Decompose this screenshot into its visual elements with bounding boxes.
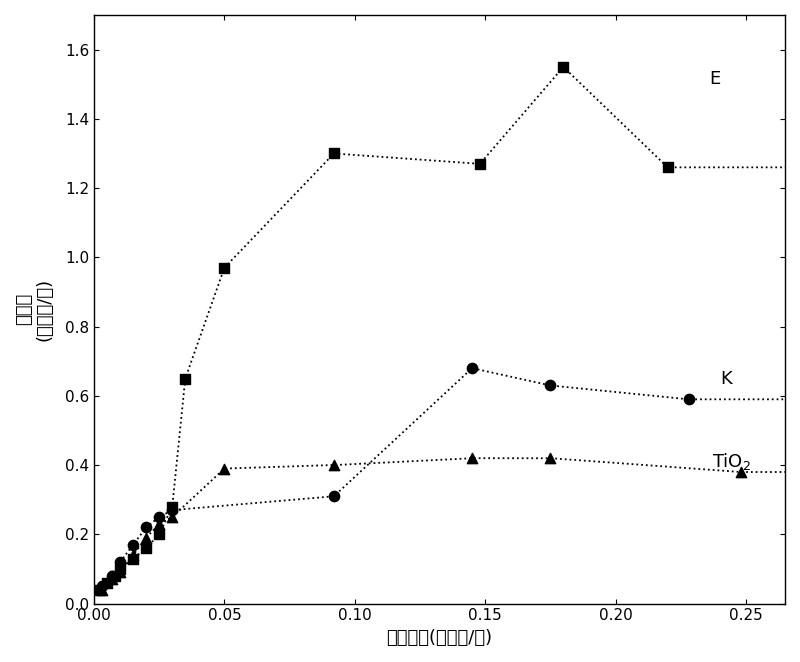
- Point: [218, 262, 230, 273]
- Text: TiO$_2$: TiO$_2$: [712, 451, 751, 472]
- Point: [153, 518, 166, 529]
- Point: [126, 540, 139, 550]
- Point: [218, 463, 230, 474]
- Point: [474, 159, 486, 169]
- Point: [93, 585, 106, 595]
- Point: [327, 460, 340, 471]
- Point: [327, 491, 340, 502]
- Point: [682, 394, 695, 404]
- Point: [101, 577, 114, 588]
- Point: [126, 550, 139, 561]
- Point: [662, 162, 674, 173]
- Point: [734, 467, 747, 477]
- Point: [140, 532, 153, 543]
- Point: [179, 373, 192, 384]
- Point: [557, 62, 570, 72]
- Point: [166, 505, 178, 516]
- Point: [153, 512, 166, 522]
- Point: [114, 563, 126, 574]
- Point: [166, 501, 178, 512]
- Point: [126, 553, 139, 564]
- Point: [114, 567, 126, 578]
- Point: [140, 543, 153, 553]
- Point: [544, 380, 557, 391]
- Point: [109, 571, 122, 581]
- Point: [327, 148, 340, 159]
- Point: [153, 529, 166, 540]
- Point: [166, 512, 178, 522]
- Y-axis label: 吸附量
(毫摩尔/克): 吸附量 (毫摩尔/克): [15, 278, 54, 341]
- Point: [114, 557, 126, 567]
- Point: [466, 453, 478, 463]
- Point: [544, 453, 557, 463]
- Point: [95, 581, 108, 592]
- Text: E: E: [710, 70, 721, 88]
- Point: [106, 574, 118, 585]
- Point: [106, 571, 118, 581]
- Point: [95, 585, 108, 595]
- X-axis label: 平衡浓度(毫摩尔/升): 平衡浓度(毫摩尔/升): [386, 629, 493, 647]
- Point: [466, 363, 478, 373]
- Point: [140, 522, 153, 533]
- Text: K: K: [720, 370, 731, 388]
